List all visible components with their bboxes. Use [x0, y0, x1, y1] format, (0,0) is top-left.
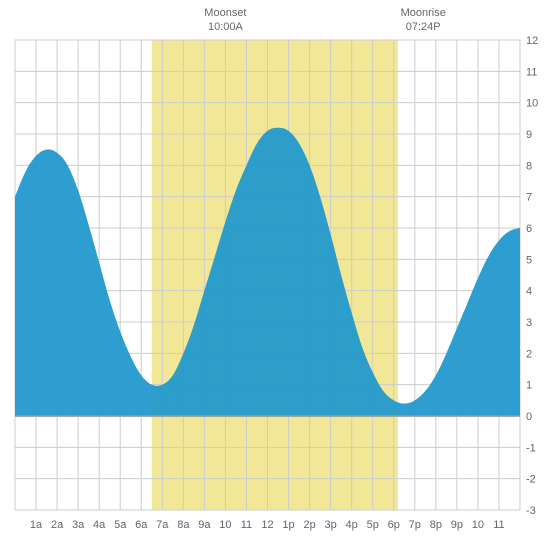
y-tick-label: 0 [526, 411, 532, 423]
x-tick-label: 2a [51, 519, 64, 531]
x-tick-label: 1a [30, 519, 43, 531]
y-tick-label: 3 [526, 317, 532, 329]
y-tick-label: 9 [526, 129, 532, 141]
x-tick-label: 10 [472, 519, 484, 531]
y-tick-label: 4 [526, 286, 532, 298]
annotation-time: 07:24P [393, 20, 453, 34]
x-tick-label: 3a [72, 519, 85, 531]
x-tick-label: 9p [451, 519, 463, 531]
x-tick-label: 11 [493, 519, 504, 531]
x-tick-label: 5a [114, 519, 127, 531]
annotation-time: 10:00A [195, 20, 255, 34]
annotation-title: Moonrise [393, 6, 453, 20]
y-tick-label: 2 [526, 348, 532, 360]
x-tick-label: 10 [219, 519, 231, 531]
y-tick-label: 10 [526, 98, 538, 110]
x-tick-label: 5p [367, 519, 379, 531]
x-tick-label: 11 [241, 519, 252, 531]
x-tick-label: 2p [303, 519, 315, 531]
x-tick-label: 4a [93, 519, 106, 531]
x-tick-label: 8a [177, 519, 190, 531]
y-tick-label: -1 [526, 442, 536, 454]
x-tick-label: 12 [261, 519, 273, 531]
y-tick-label: -2 [526, 474, 536, 486]
y-tick-label: 1 [526, 380, 532, 392]
x-tick-label: 7a [156, 519, 169, 531]
x-tick-label: 9a [198, 519, 211, 531]
x-tick-label: 4p [346, 519, 358, 531]
y-tick-label: 8 [526, 160, 532, 172]
chart-svg: -3-2-101234567891011121a2a3a4a5a6a7a8a9a… [0, 0, 550, 550]
y-tick-label: 7 [526, 192, 532, 204]
x-tick-label: 1p [282, 519, 294, 531]
moonset-annotation: Moonset10:00A [195, 6, 255, 35]
y-tick-label: 11 [526, 66, 537, 78]
x-tick-label: 3p [325, 519, 337, 531]
moonrise-annotation: Moonrise07:24P [393, 6, 453, 35]
x-tick-label: 8p [430, 519, 442, 531]
y-tick-label: 6 [526, 223, 532, 235]
y-tick-label: 5 [526, 254, 532, 266]
x-tick-label: 7p [409, 519, 421, 531]
y-tick-label: 12 [526, 35, 538, 47]
tide-chart: -3-2-101234567891011121a2a3a4a5a6a7a8a9a… [0, 0, 550, 550]
annotation-title: Moonset [195, 6, 255, 20]
y-tick-label: -3 [526, 505, 536, 517]
x-tick-label: 6a [135, 519, 148, 531]
x-tick-label: 6p [388, 519, 400, 531]
